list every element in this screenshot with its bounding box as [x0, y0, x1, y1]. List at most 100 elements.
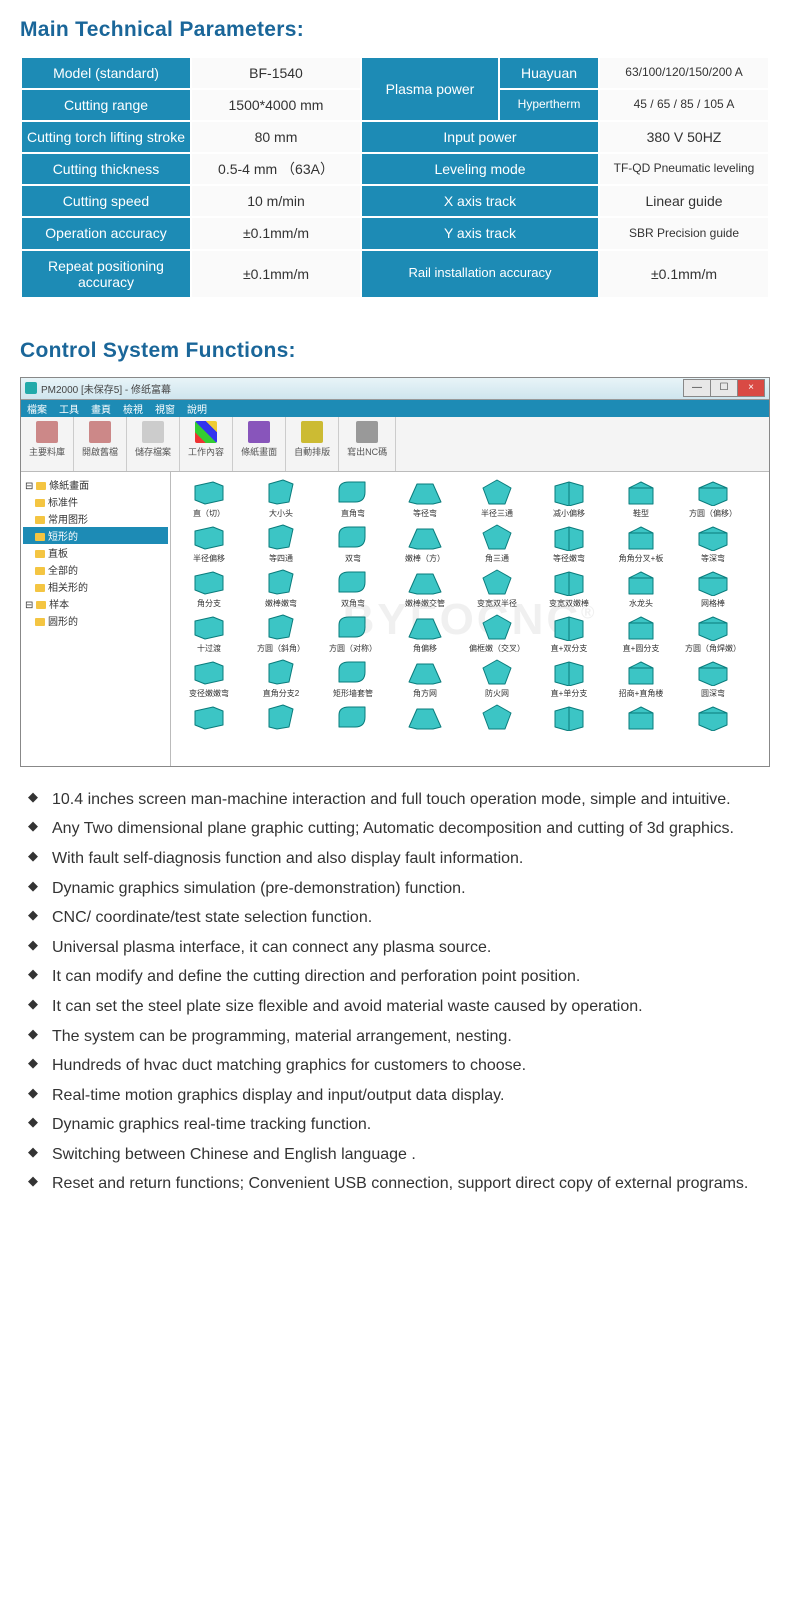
shape-icon — [263, 658, 299, 686]
toolbar-button[interactable]: 自動排版 — [286, 417, 339, 471]
shape-item[interactable]: 圆深弯 — [683, 658, 743, 699]
toolbar-label: 寫出NC碼 — [347, 445, 387, 458]
shape-item[interactable]: 等径嫩弯 — [539, 523, 599, 564]
shape-item[interactable]: 半径偏移 — [179, 523, 239, 564]
shape-item[interactable] — [467, 703, 527, 733]
shape-item[interactable]: 直+双分支 — [539, 613, 599, 654]
tree-item[interactable]: 标准件 — [23, 493, 168, 510]
shape-item[interactable]: 直角分支2 — [251, 658, 311, 699]
spec-header: Leveling mode — [361, 153, 599, 185]
shape-grid[interactable]: BYFOCNC® 直（切）大小头直角弯等径弯半径三通减小偏移鞋型方圆（偏移）半径… — [171, 472, 769, 767]
close-icon[interactable]: × — [737, 379, 765, 397]
shape-item[interactable] — [179, 703, 239, 733]
menubar[interactable]: 檔案工具畫頁檢視視窗說明 — [21, 400, 769, 417]
spec-header: Hypertherm — [499, 89, 599, 121]
shape-item[interactable]: 等深弯 — [683, 523, 743, 564]
menu-item[interactable]: 說明 — [187, 401, 207, 416]
shape-item[interactable]: 嫩棒嫩交管 — [395, 568, 455, 609]
shape-item[interactable]: 鞋型 — [611, 478, 671, 519]
shape-icon — [623, 568, 659, 596]
shape-icon — [263, 703, 299, 731]
shape-item[interactable]: 矩形墙套管 — [323, 658, 383, 699]
shape-item[interactable]: 变宽双半径 — [467, 568, 527, 609]
toolbar-button[interactable]: 工作內容 — [180, 417, 233, 471]
shape-item[interactable]: 方圆（对称） — [323, 613, 383, 654]
toolbar-button[interactable]: 條紙畫面 — [233, 417, 286, 471]
tree-panel[interactable]: ⊟ 條紙畫面标准件常用图形短形的直板全部的相关形的⊟ 样本圆形的 — [21, 472, 171, 767]
toolbar[interactable]: 主要料庫開啟舊檔儲存檔案工作內容條紙畫面自動排版寫出NC碼 — [21, 417, 769, 472]
shape-label: 减小偏移 — [553, 508, 585, 519]
shape-icon — [479, 568, 515, 596]
shape-item[interactable]: 变宽双嫩棒 — [539, 568, 599, 609]
shape-item[interactable]: 双角弯 — [323, 568, 383, 609]
feature-item: CNC/ coordinate/test state selection fun… — [48, 903, 760, 933]
shape-item[interactable]: 方圆（斜角） — [251, 613, 311, 654]
shape-icon — [407, 478, 443, 506]
shape-item[interactable]: 角三通 — [467, 523, 527, 564]
tree-item[interactable]: 短形的 — [23, 527, 168, 544]
shape-item[interactable] — [323, 703, 383, 733]
shape-item[interactable]: 角角分叉+板 — [611, 523, 671, 564]
spec-value: ±0.1mm/m — [191, 250, 361, 298]
maximize-icon[interactable]: ☐ — [710, 379, 738, 397]
shape-item[interactable]: 直+单分支 — [539, 658, 599, 699]
tree-item[interactable]: 直板 — [23, 544, 168, 561]
shape-item[interactable]: 等四通 — [251, 523, 311, 564]
shape-item[interactable] — [539, 703, 599, 733]
shape-item[interactable] — [251, 703, 311, 733]
spec-value: TF-QD Pneumatic leveling — [599, 153, 769, 185]
shape-icon — [551, 703, 587, 731]
tree-item[interactable]: ⊟ 样本 — [23, 595, 168, 612]
menu-item[interactable]: 檢視 — [123, 401, 143, 416]
spec-value: BF-1540 — [191, 57, 361, 89]
shape-item[interactable]: 直+圆分支 — [611, 613, 671, 654]
shape-item[interactable]: 直角弯 — [323, 478, 383, 519]
shape-item[interactable]: 十过渡 — [179, 613, 239, 654]
shape-item[interactable]: 防火网 — [467, 658, 527, 699]
shape-item[interactable]: 变径嫩嫩弯 — [179, 658, 239, 699]
minimize-icon[interactable]: — — [683, 379, 711, 397]
tree-item[interactable]: 相关形的 — [23, 578, 168, 595]
tree-item[interactable]: 常用图形 — [23, 510, 168, 527]
shape-item[interactable]: 嫩棒嫩弯 — [251, 568, 311, 609]
shape-item[interactable]: 招商+直角楼 — [611, 658, 671, 699]
shape-item[interactable] — [683, 703, 743, 733]
shape-item[interactable]: 减小偏移 — [539, 478, 599, 519]
shape-icon — [623, 478, 659, 506]
shape-item[interactable]: 半径三通 — [467, 478, 527, 519]
spec-header: Y axis track — [361, 217, 599, 249]
menu-item[interactable]: 視窗 — [155, 401, 175, 416]
shape-item[interactable]: 角方网 — [395, 658, 455, 699]
tree-item[interactable]: 全部的 — [23, 561, 168, 578]
shape-item[interactable]: 双弯 — [323, 523, 383, 564]
toolbar-button[interactable]: 儲存檔案 — [127, 417, 180, 471]
toolbar-button[interactable]: 寫出NC碼 — [339, 417, 396, 471]
shape-item[interactable]: 直（切） — [179, 478, 239, 519]
shape-item[interactable]: 角分支 — [179, 568, 239, 609]
menu-item[interactable]: 工具 — [59, 401, 79, 416]
shape-item[interactable]: 偏框嫩（交叉） — [467, 613, 527, 654]
shape-item[interactable]: 方圆（角焊嫩） — [683, 613, 743, 654]
shape-item[interactable]: 网格棒 — [683, 568, 743, 609]
tree-item[interactable]: ⊟ 條紙畫面 — [23, 476, 168, 493]
tree-item[interactable]: 圆形的 — [23, 612, 168, 629]
toolbar-button[interactable]: 主要料庫 — [21, 417, 74, 471]
shape-item[interactable]: 等径弯 — [395, 478, 455, 519]
shape-icon — [335, 613, 371, 641]
toolbar-button[interactable]: 開啟舊檔 — [74, 417, 127, 471]
shape-item[interactable] — [395, 703, 455, 733]
menu-item[interactable]: 畫頁 — [91, 401, 111, 416]
toolbar-label: 工作內容 — [188, 445, 224, 458]
shape-item[interactable]: 大小头 — [251, 478, 311, 519]
menu-item[interactable]: 檔案 — [27, 401, 47, 416]
feature-item: Switching between Chinese and English la… — [48, 1140, 760, 1170]
shape-item[interactable]: 角偏移 — [395, 613, 455, 654]
spec-value: 63/100/120/150/200 A — [599, 57, 769, 89]
shape-label: 角三通 — [485, 553, 509, 564]
shape-icon — [479, 613, 515, 641]
shape-item[interactable]: 方圆（偏移） — [683, 478, 743, 519]
shape-item[interactable]: 嫩棒（方） — [395, 523, 455, 564]
shape-item[interactable] — [611, 703, 671, 733]
shape-icon — [695, 478, 731, 506]
shape-item[interactable]: 水龙头 — [611, 568, 671, 609]
